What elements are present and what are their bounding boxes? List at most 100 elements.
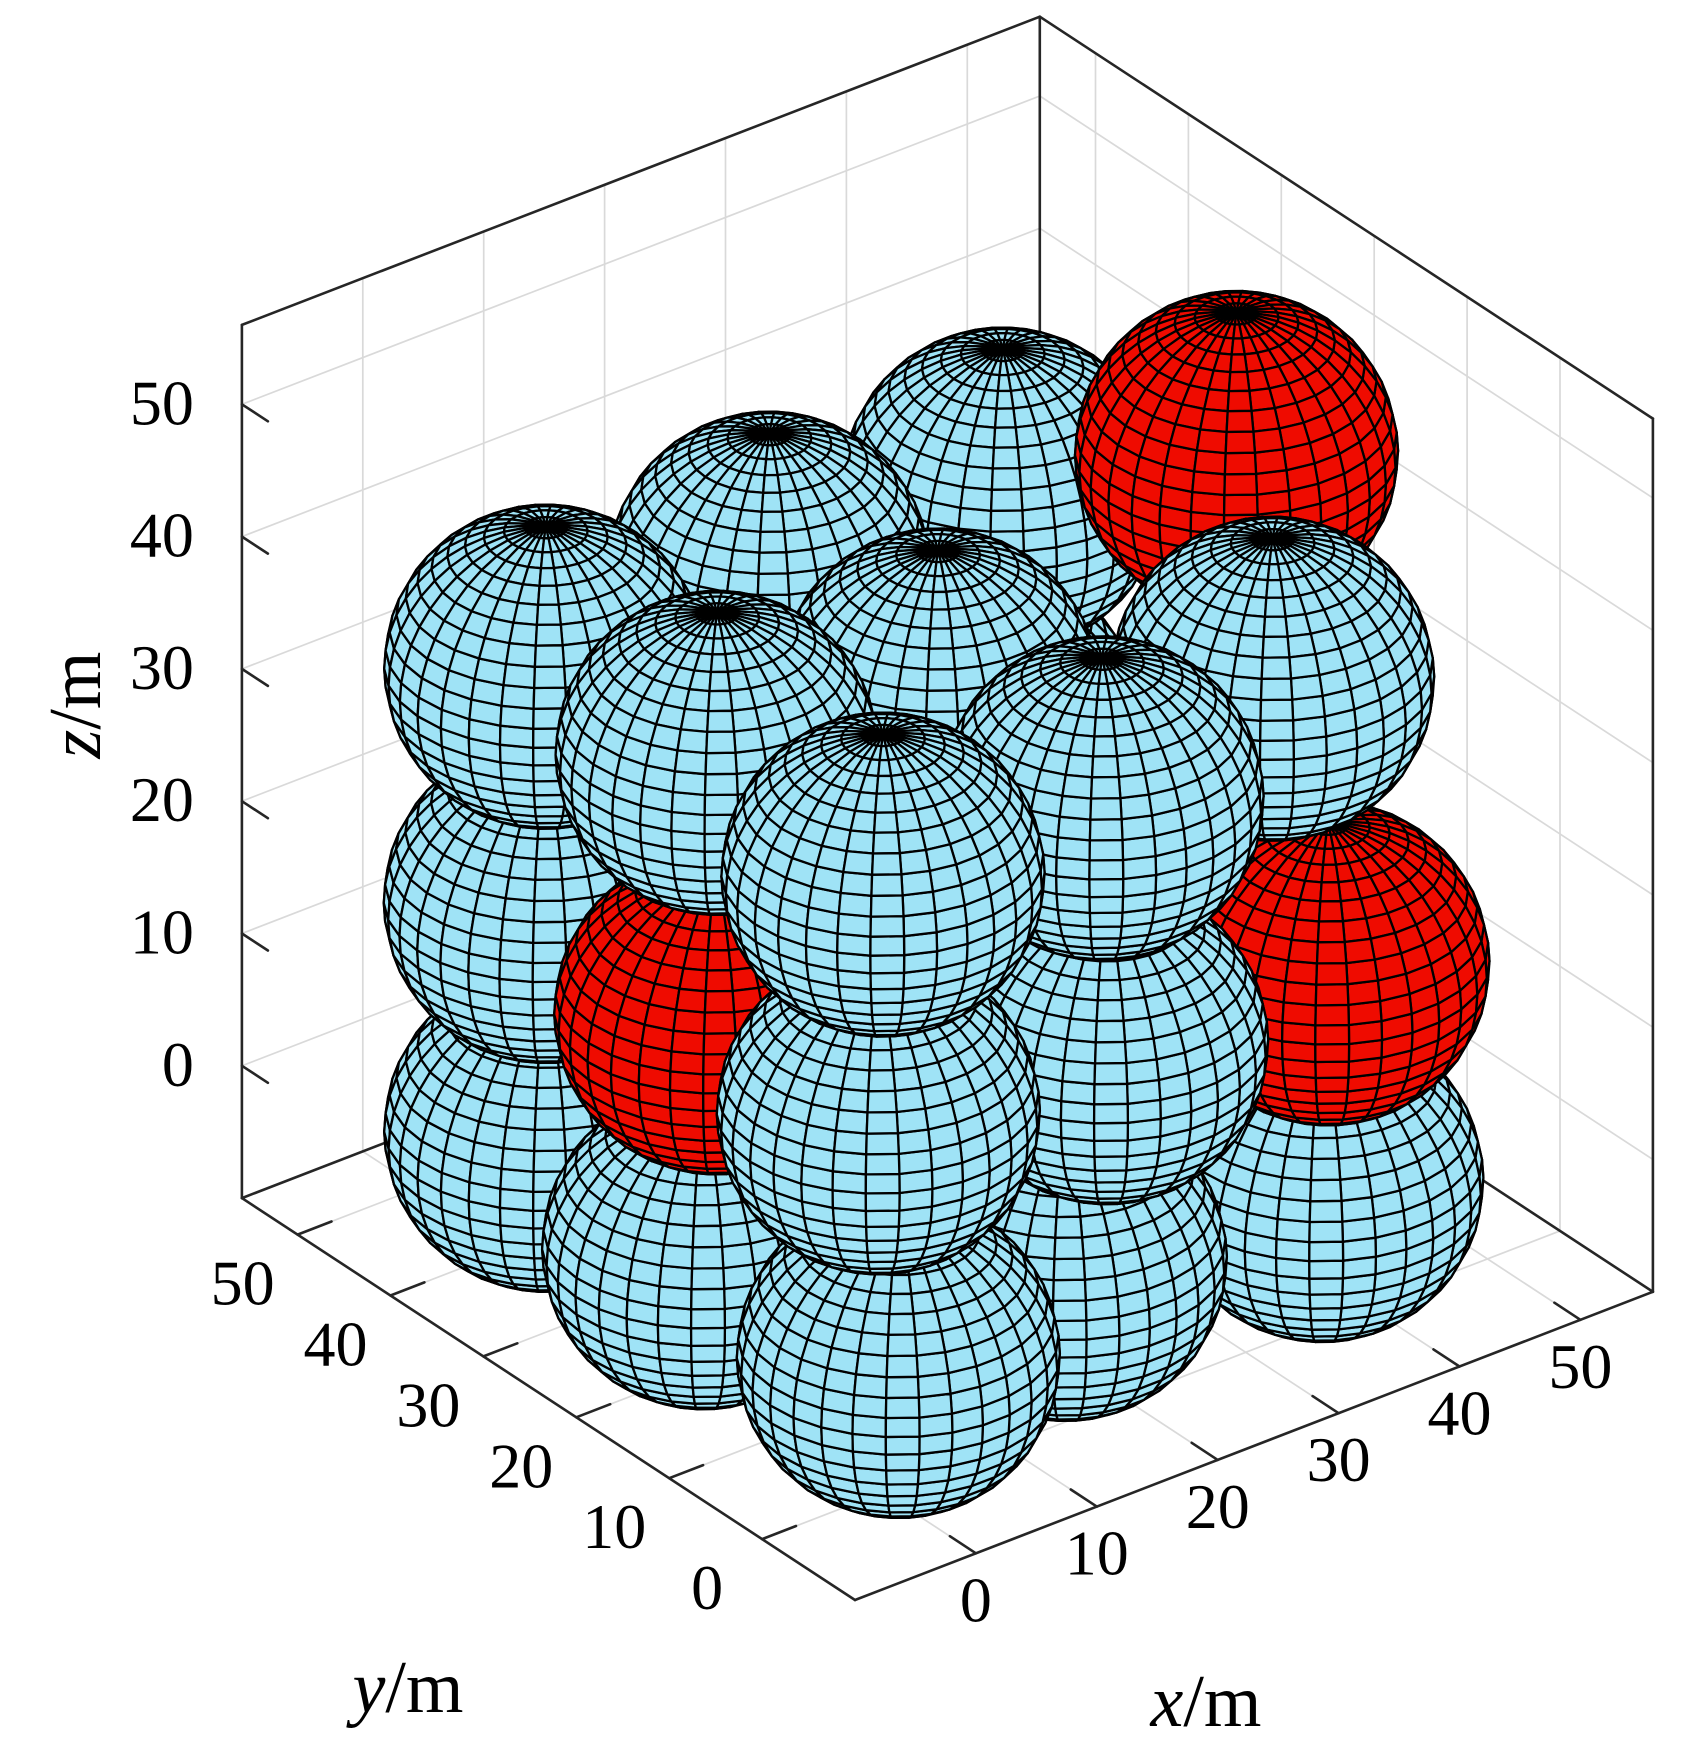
x-tick-label: 10 — [1065, 1518, 1129, 1589]
sphere-mesh-face — [1308, 1240, 1345, 1263]
sphere-mesh-face — [532, 920, 567, 945]
z-tick-label: 10 — [130, 897, 194, 968]
sphere-mesh-face — [961, 464, 994, 491]
sphere-mesh-face — [996, 373, 1013, 393]
sphere-mesh-face — [1309, 1318, 1342, 1331]
sphere-mesh-face — [1254, 1150, 1287, 1179]
x-axis-label: x/m — [1150, 1661, 1262, 1743]
y-tick — [389, 1281, 426, 1297]
z-tick — [240, 932, 270, 952]
y-tick — [760, 1524, 798, 1541]
z-tick — [240, 667, 270, 688]
x-tick-label: 30 — [1307, 1424, 1371, 1495]
sphere-mesh-face — [477, 871, 511, 900]
sphere-mesh-face — [989, 509, 1025, 533]
sphere-mesh-face — [969, 424, 997, 449]
sphere-mesh-face — [1018, 463, 1051, 491]
x-tick — [948, 1534, 978, 1555]
z-tick — [240, 535, 270, 555]
sphere-mesh-face — [1308, 1199, 1344, 1224]
y-tick-label: 50 — [211, 1248, 275, 1319]
sphere-mesh-face — [701, 543, 735, 573]
sphere-mesh-face — [534, 857, 564, 882]
y-tick-label: 20 — [489, 1430, 553, 1501]
sphere-mesh-face — [758, 530, 788, 554]
sphere-mesh-face — [533, 878, 565, 903]
x-tick — [1432, 1348, 1461, 1368]
spheres — [382, 289, 1491, 1520]
x-axis-edge — [853, 1290, 1655, 1602]
tick-marks — [240, 402, 1582, 1555]
sphere-mesh-face — [989, 488, 1024, 512]
z-tick — [240, 799, 270, 820]
z-axis-label: z/m — [35, 652, 117, 760]
sphere-mesh-face — [477, 1099, 511, 1129]
z-tick-label: 50 — [130, 367, 194, 438]
sphere-mesh-face — [511, 835, 539, 861]
sphere-mesh-face — [1309, 1178, 1343, 1203]
sphere-mesh-face — [512, 1064, 540, 1090]
sphere-mesh-face — [532, 1149, 568, 1173]
sphere-mesh-face — [991, 446, 1021, 470]
sphere-mesh-face — [1309, 1307, 1343, 1322]
grid-ywall-horiz — [241, 95, 1041, 406]
sphere-mesh-face — [508, 1084, 539, 1110]
sphere-mesh-face — [765, 444, 777, 461]
sphere-mesh-face — [560, 875, 594, 902]
sphere-mesh-face — [1308, 1259, 1345, 1280]
top-left-edge — [240, 15, 1042, 327]
sphere-mesh-face — [990, 467, 1023, 491]
z-tick — [240, 1064, 270, 1085]
top-right-edge — [1038, 15, 1655, 420]
sphere-mesh-face — [995, 389, 1015, 410]
sphere-mesh-face — [1308, 1277, 1345, 1296]
x-tick-label: 50 — [1548, 1331, 1612, 1402]
sphere-mesh-face — [1309, 1157, 1342, 1182]
sphere-mesh-face — [507, 855, 538, 882]
sphere-mesh-face — [735, 508, 763, 534]
z-tick-label: 40 — [130, 500, 194, 571]
sphere-mesh-face — [759, 510, 786, 534]
z-axis-label-var: z — [35, 730, 117, 760]
y-tick — [482, 1342, 519, 1358]
sphere-mesh-face — [501, 897, 536, 924]
y-tick-label: 40 — [304, 1309, 368, 1380]
x-tick-label: 20 — [1186, 1471, 1250, 1542]
sphere-mesh-face — [731, 528, 762, 554]
sphere-mesh-face — [760, 491, 784, 513]
y-tick — [667, 1463, 705, 1480]
sphere-mesh-face — [785, 548, 818, 575]
z-tick-label: 0 — [162, 1029, 194, 1100]
sphere-mesh-face — [973, 405, 998, 429]
z-axis-label-unit: /m — [35, 652, 117, 730]
x-tick — [1553, 1301, 1582, 1322]
sphere-mesh-face — [531, 941, 568, 965]
sphere-mesh-face — [998, 359, 1010, 377]
sphere-mesh-face — [959, 485, 994, 512]
y-tick — [296, 1220, 333, 1236]
x-axis-label-var: x — [1150, 1661, 1184, 1743]
sphere-mesh-face — [740, 490, 765, 513]
sphere-mesh-face — [502, 1126, 537, 1153]
x-tick — [1069, 1488, 1099, 1508]
sphere-mesh-face — [763, 457, 779, 477]
sphere-mesh-face — [534, 1086, 564, 1110]
sphere-mesh-face — [1281, 1155, 1314, 1182]
sphere-mesh-face — [992, 426, 1019, 449]
sphere-mesh-face — [1310, 1136, 1340, 1161]
axis-titles: x/m y/m z/m — [35, 652, 1261, 1743]
x-tick — [1190, 1441, 1219, 1462]
x-axis-label-unit: /m — [1183, 1661, 1261, 1743]
grid-ywall-horiz — [241, 227, 1041, 538]
z-tick-label: 30 — [130, 632, 194, 703]
sphere-mesh-face — [504, 1105, 537, 1132]
sphere-mesh-face — [533, 1128, 567, 1153]
sphere-mesh-face — [1337, 1154, 1370, 1181]
y-axis-label: y/m — [346, 1647, 464, 1729]
sphere-mesh-face — [1308, 1220, 1345, 1244]
z-tick-label: 20 — [130, 764, 194, 835]
sphere-mesh-face — [756, 572, 791, 597]
